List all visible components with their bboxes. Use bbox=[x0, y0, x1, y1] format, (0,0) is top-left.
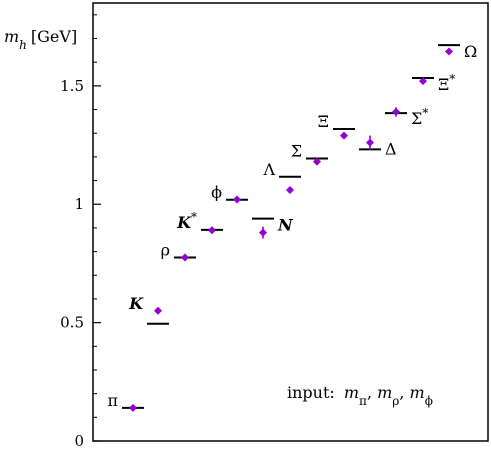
plot-frame bbox=[92, 2, 489, 442]
hadron-label: K bbox=[128, 294, 144, 313]
lattice-mass-marker bbox=[286, 186, 294, 195]
hadron-label: N bbox=[277, 216, 294, 235]
hadron-label: Σ* bbox=[411, 106, 428, 128]
y-tick-label: 0 bbox=[74, 432, 84, 449]
y-tick-label: 1.5 bbox=[60, 77, 84, 95]
plot-marks bbox=[122, 44, 460, 412]
lattice-mass-marker bbox=[445, 47, 453, 56]
hadron-label: Ξ bbox=[318, 112, 329, 131]
hadron-label: Σ bbox=[291, 142, 302, 161]
lattice-mass-marker bbox=[233, 195, 241, 204]
hadron-label: π bbox=[107, 391, 118, 410]
input-note: input: mπ, mρ, mϕ bbox=[287, 383, 433, 408]
hadron-label: Ξ* bbox=[438, 72, 455, 94]
hadron-label: Λ bbox=[262, 160, 275, 179]
lattice-mass-marker bbox=[181, 253, 189, 262]
lattice-mass-marker bbox=[340, 131, 348, 140]
lattice-mass-marker bbox=[419, 77, 427, 86]
hadron-labels: π Kρ K* ϕ N ΛΣΞ Δ Σ* Ξ* Ω bbox=[107, 42, 477, 410]
y-axis: 0 0.5 1 1.5 bbox=[60, 14, 101, 449]
lattice-mass-marker bbox=[129, 403, 137, 412]
hadron-label: ρ bbox=[161, 241, 170, 260]
lattice-mass-marker bbox=[313, 157, 321, 166]
lattice-mass-marker bbox=[208, 226, 216, 235]
y-tick-label: 0.5 bbox=[60, 314, 84, 332]
hadron-label: ϕ bbox=[211, 183, 222, 202]
y-axis-label: mh [GeV] bbox=[4, 27, 77, 52]
lattice-mass-marker bbox=[154, 306, 162, 315]
hadron-label: Δ bbox=[385, 140, 397, 159]
lattice-mass-marker bbox=[392, 107, 400, 116]
hadron-label: K* bbox=[176, 210, 197, 232]
y-tick-label: 1 bbox=[74, 195, 84, 213]
hadron-label: Ω bbox=[464, 42, 477, 61]
lattice-mass-marker bbox=[366, 138, 374, 147]
lattice-mass-marker bbox=[259, 228, 267, 237]
